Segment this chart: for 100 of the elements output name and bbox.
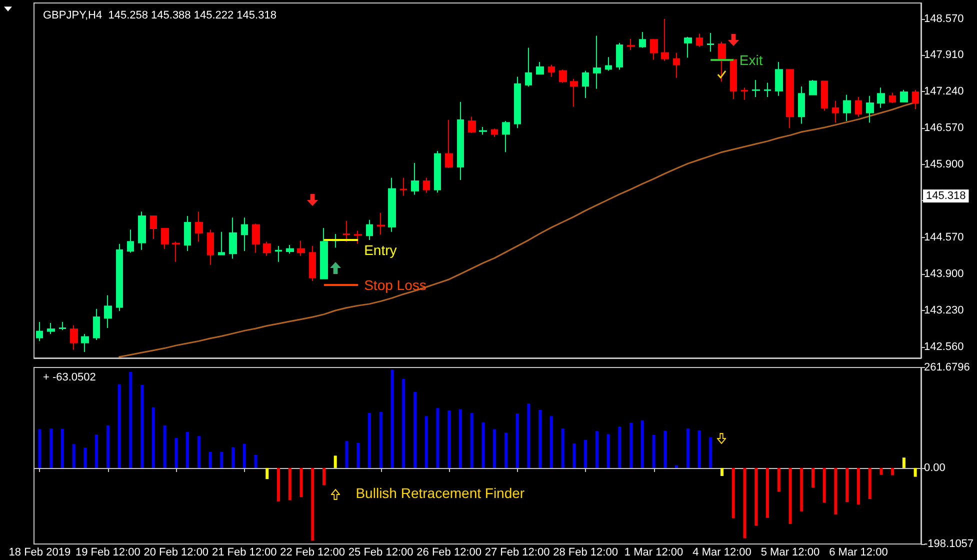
candlestick <box>70 324 78 350</box>
candlestick <box>843 94 851 122</box>
bar <box>584 440 588 468</box>
bar <box>766 468 769 518</box>
bar <box>846 468 849 502</box>
y-tick-label: 146.570 <box>924 122 964 134</box>
bar <box>527 403 530 468</box>
candlestick <box>241 217 248 252</box>
candlestick <box>582 70 589 99</box>
bar <box>334 456 337 468</box>
bar <box>95 434 98 468</box>
candlestick <box>207 229 214 266</box>
candlestick <box>320 228 328 280</box>
bar <box>743 468 746 538</box>
candlestick <box>411 162 419 196</box>
candlestick <box>116 243 123 312</box>
bar <box>482 422 485 468</box>
bar <box>572 443 576 468</box>
bar <box>379 412 382 468</box>
y-tick-label: 145.900 <box>924 158 964 171</box>
line-series <box>118 102 916 358</box>
candlestick <box>650 38 658 60</box>
candlestick <box>127 229 134 254</box>
candlestick <box>150 216 157 240</box>
bar <box>300 468 303 498</box>
candlestick <box>627 38 635 50</box>
candlestick <box>912 89 919 110</box>
candlestick <box>286 244 294 254</box>
x-tick-label: 27 Feb 12:00 <box>484 546 550 558</box>
candlestick <box>502 120 510 153</box>
bar <box>72 444 76 468</box>
x-tick-label: 21 Feb 12:00 <box>212 546 277 558</box>
y-tick-label: 143.900 <box>924 268 964 280</box>
bar <box>448 410 451 468</box>
candlestick <box>491 128 498 138</box>
bar <box>50 428 53 468</box>
y-tick-label: 148.570 <box>924 12 964 25</box>
candlestick <box>809 80 817 96</box>
bar <box>140 385 144 468</box>
bar <box>630 422 633 468</box>
bar <box>914 468 917 477</box>
candlestick <box>229 217 237 260</box>
candlestick <box>309 246 316 282</box>
bar <box>311 468 314 541</box>
bar <box>493 429 496 468</box>
bar <box>436 408 440 468</box>
candlestick <box>605 56 612 72</box>
x-tick-label: 22 Feb 12:00 <box>280 546 346 558</box>
candlestick <box>400 177 407 196</box>
candlestick <box>138 211 146 250</box>
bar <box>595 431 598 468</box>
candlestick <box>570 78 578 108</box>
bar <box>788 468 792 524</box>
bar <box>754 468 758 526</box>
candlestick <box>673 52 680 78</box>
bar <box>538 410 542 468</box>
candlestick <box>218 231 225 256</box>
bar <box>652 434 656 468</box>
candlestick <box>366 219 373 241</box>
bar <box>345 441 348 468</box>
bar <box>470 413 474 468</box>
bar <box>606 434 610 468</box>
candlestick <box>536 61 544 76</box>
bar <box>424 416 428 468</box>
candlestick <box>786 68 794 129</box>
bar <box>720 468 724 476</box>
y-tick-label: 261.6796 <box>924 362 970 374</box>
bar <box>288 468 292 500</box>
bar <box>640 420 644 468</box>
candlestick <box>718 41 726 82</box>
bar <box>698 430 701 468</box>
candlestick <box>525 47 532 88</box>
y-tick-label: 147.240 <box>924 85 964 98</box>
candlestick <box>275 246 282 262</box>
bar <box>880 468 883 475</box>
candlestick <box>59 321 66 331</box>
bar <box>402 378 406 468</box>
bar <box>732 468 735 518</box>
candlestick <box>798 86 805 124</box>
candlestick <box>855 96 862 118</box>
bar <box>197 436 200 468</box>
x-tick-label: 18 Feb 2019 <box>8 546 71 558</box>
candlestick <box>877 87 885 108</box>
x-tick-label: 25 Feb 12:00 <box>348 546 414 558</box>
y-tick-label: 0.00 <box>924 462 946 474</box>
candlestick <box>832 100 839 124</box>
bar <box>118 384 121 468</box>
bar <box>618 426 622 468</box>
bar <box>834 468 838 514</box>
bar <box>458 409 462 468</box>
y-tick-label: 142.560 <box>924 341 964 354</box>
y-tick-label: 144.570 <box>924 231 964 244</box>
bar <box>152 407 155 468</box>
candlestick <box>866 95 874 124</box>
candlestick <box>661 18 669 62</box>
candlestick <box>252 223 260 254</box>
candlestick <box>707 32 714 52</box>
candlestick <box>684 36 692 58</box>
bar <box>242 444 246 468</box>
candlestick <box>172 241 180 262</box>
